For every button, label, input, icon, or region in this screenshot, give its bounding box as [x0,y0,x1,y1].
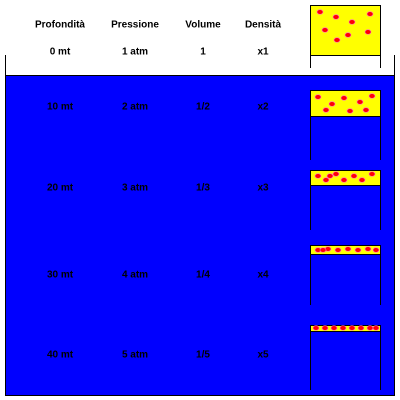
gas-particle [358,177,366,183]
depth-cell: 40 mt [47,350,74,361]
tank-outline [5,55,395,396]
gas-particle [356,99,364,105]
gas-particle [340,177,348,183]
pressure-cell: 3 atm [122,183,148,194]
gas-particle [346,108,354,114]
density-cell: x1 [257,47,269,58]
density-cell: x2 [257,102,269,113]
gas-particle [350,173,358,179]
gas-particle [348,325,356,331]
container [310,245,381,305]
header-depth: Profondità [35,20,85,31]
volume-cell: 1/3 [196,183,210,194]
gas-particle [354,247,362,253]
gas-particle [344,246,352,252]
container [310,170,381,230]
density-cell: x3 [257,183,269,194]
pressure-cell: 5 atm [122,350,148,361]
gas-particle [322,177,330,183]
gas-particle [314,173,322,179]
volume-cell: 1 [200,47,206,58]
gas-particle [372,325,380,331]
gas-particle [372,247,380,253]
gas-particle [332,14,340,20]
volume-cell: 1/2 [196,102,210,113]
gas-particle [364,246,372,252]
pressure-cell: 2 atm [122,102,148,113]
gas-particle [330,325,338,331]
gas-particle [348,19,356,25]
gas-particle [322,107,330,113]
depth-cell: 10 mt [47,102,74,113]
density-cell: x4 [257,270,269,281]
gas-particle [366,325,374,331]
gas-particle [368,171,376,177]
gas-particle [368,93,376,99]
gas-particle [316,9,324,15]
gas-particle [364,29,372,35]
gas-particle [339,325,347,331]
gas-particle [314,94,322,100]
gas-particle [312,325,320,331]
gas-particle [326,173,334,179]
water [5,75,395,395]
density-cell: x5 [257,350,269,361]
pressure-cell: 4 atm [122,270,148,281]
gas-particle [340,95,348,101]
gas-volume [310,90,381,117]
depth-cell: 20 mt [47,183,74,194]
gas-particle [362,107,370,113]
gas-particle [321,325,329,331]
header-volume: Volume [185,20,221,31]
header-density: Densità [245,20,282,31]
depth-cell: 30 mt [47,270,74,281]
gas-particle [344,32,352,38]
gas-particle [319,247,327,253]
gas-particle [334,247,342,253]
pressure-cell: 1 atm [122,47,148,58]
gas-particle [328,101,336,107]
volume-cell: 1/5 [196,350,210,361]
gas-particle [366,11,374,17]
gas-particle [332,171,340,177]
container [310,325,381,390]
container [310,90,381,160]
gas-particle [321,27,329,33]
header-pressure: Pressione [111,20,159,31]
gas-particle [333,37,341,43]
gas-particle [357,325,365,331]
volume-cell: 1/4 [196,270,210,281]
container [310,5,381,68]
depth-cell: 0 mt [50,47,71,58]
